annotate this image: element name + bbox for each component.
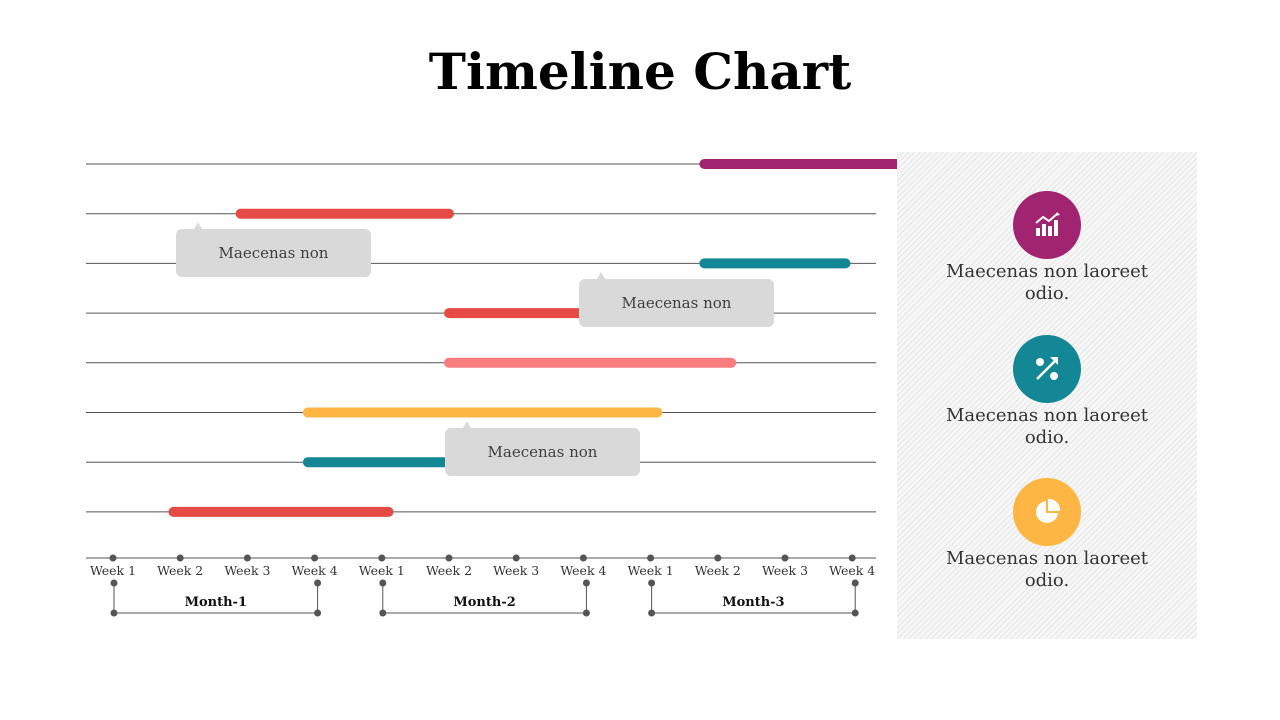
growth-chart-icon — [1013, 191, 1081, 259]
week-tick — [243, 554, 251, 562]
week-label: Week 3 — [224, 563, 270, 578]
week-label: Week 1 — [359, 563, 405, 578]
month-bracket-dot — [648, 609, 656, 617]
callout-box: Maecenas non — [445, 421, 640, 476]
callout-box: Maecenas non — [579, 272, 774, 327]
week-tick — [647, 554, 655, 562]
week-tick — [848, 554, 856, 562]
week-tick — [445, 554, 453, 562]
week-tick — [311, 554, 319, 562]
week-tick — [109, 554, 117, 562]
callout-box: Maecenas non — [176, 222, 371, 277]
week-label: Week 4 — [829, 563, 875, 578]
week-label: Week 3 — [493, 563, 539, 578]
month-bracket-dot — [582, 579, 590, 587]
week-label: Week 2 — [157, 563, 203, 578]
week-tick — [714, 554, 722, 562]
week-label: Week 1 — [90, 563, 136, 578]
callout-text: Maecenas non — [621, 294, 732, 312]
pie-chart-icon — [1013, 478, 1081, 546]
week-label: Week 3 — [762, 563, 808, 578]
week-label: Week 2 — [695, 563, 741, 578]
week-tick — [378, 554, 386, 562]
month-label: Month-2 — [453, 595, 515, 610]
week-label: Week 1 — [628, 563, 674, 578]
info-text: Maecenas non laoreet odio. — [945, 405, 1149, 448]
month-bracket-dot — [851, 579, 859, 587]
info-item: Maecenas non laoreet odio. — [897, 335, 1197, 449]
week-tick — [579, 554, 587, 562]
info-text: Maecenas non laoreet odio. — [945, 261, 1149, 304]
month-bracket-dot — [648, 579, 656, 587]
week-tick — [781, 554, 789, 562]
month-bracket-dot — [110, 579, 118, 587]
info-item: Maecenas non laoreet odio. — [897, 478, 1197, 592]
week-label: Week 4 — [292, 563, 338, 578]
week-tick — [512, 554, 520, 562]
month-bracket-dot — [110, 609, 118, 617]
month-bracket-dot — [379, 609, 387, 617]
week-label: Week 4 — [560, 563, 606, 578]
page-title: Timeline Chart — [428, 42, 852, 101]
month-label: Month-3 — [722, 595, 784, 610]
month-bracket-dot — [582, 609, 590, 617]
info-panel: Maecenas non laoreet odio. Maecenas non … — [897, 152, 1197, 639]
percent-icon — [1013, 335, 1081, 403]
month-bracket-dot — [379, 579, 387, 587]
callout-text: Maecenas non — [218, 244, 329, 262]
info-item: Maecenas non laoreet odio. — [897, 191, 1197, 305]
info-text: Maecenas non laoreet odio. — [945, 548, 1149, 591]
month-bracket-dot — [851, 609, 859, 617]
month-bracket-dot — [314, 609, 322, 617]
month-label: Month-1 — [185, 595, 247, 610]
week-tick — [176, 554, 184, 562]
month-bracket-dot — [314, 579, 322, 587]
week-label: Week 2 — [426, 563, 472, 578]
callout-text: Maecenas non — [487, 443, 598, 461]
